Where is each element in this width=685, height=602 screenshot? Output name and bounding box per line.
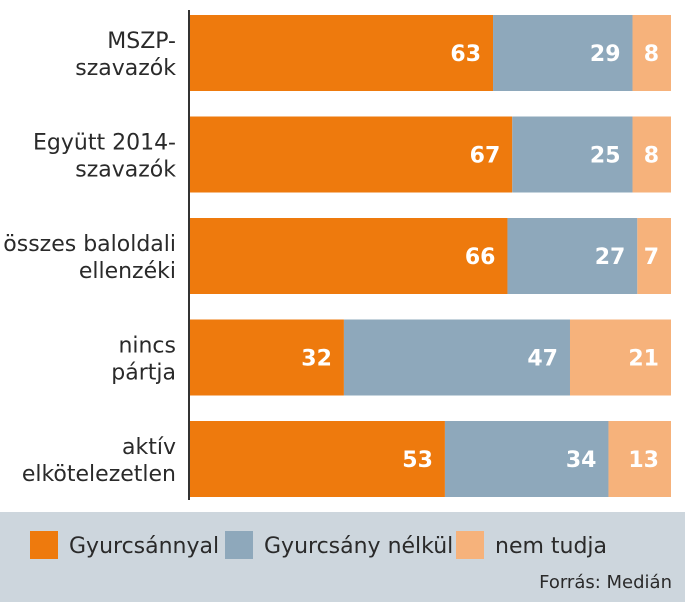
data-label: 8 [644, 42, 659, 67]
category-label-line: elkötelezetlen [22, 462, 176, 487]
data-label: 7 [644, 245, 659, 270]
legend-band [0, 512, 685, 602]
bar-segment-gyurcsannyal [190, 15, 494, 91]
category-label-line: pártja [111, 361, 176, 386]
bar-segment-gyurcsany-nelkul [444, 421, 609, 497]
data-label: 13 [628, 448, 659, 473]
category-label-line: ellenzéki [79, 259, 176, 284]
data-label: 8 [644, 144, 659, 169]
bar-segment-gyurcsany-nelkul [343, 319, 570, 396]
data-label: 25 [590, 144, 621, 169]
bar-segment-gyurcsannyal [190, 116, 513, 193]
category-label: összes baloldali ellenzéki [3, 232, 176, 284]
category-label-line: Együtt 2014- [33, 131, 176, 156]
bar-segment-gyurcsany-nelkul [493, 15, 633, 91]
data-label: 21 [628, 347, 659, 372]
bars-layer: 63 29 8 67 25 8 66 27 7 32 47 21 53 34 13 [190, 15, 671, 497]
category-label: Együtt 2014-szavazók [33, 131, 176, 183]
category-label-line: szavazók [75, 158, 176, 183]
legend-label-nem-tudja: nem tudja [495, 534, 607, 559]
category-label-line: szavazók [75, 56, 176, 81]
bar-segment-nem-tudja [632, 15, 671, 91]
data-label: 67 [470, 144, 501, 169]
data-label: 27 [595, 245, 626, 270]
category-label-line: aktív [122, 435, 176, 460]
legend-swatch-gyurcsany-nelkul [225, 531, 253, 559]
legend-swatch-gyurcsannyal [30, 531, 58, 559]
category-label-line: MSZP- [107, 29, 176, 54]
data-label: 34 [566, 448, 597, 473]
category-label-line: nincs [118, 334, 176, 359]
legend-swatch-nem-tudja [456, 531, 484, 559]
data-label: 53 [402, 448, 433, 473]
data-label: 47 [527, 347, 558, 372]
bar-segment-gyurcsannyal [190, 421, 445, 497]
bar-segment-nem-tudja [637, 218, 671, 294]
category-label: nincs pártja [111, 334, 176, 386]
bar-segment-nem-tudja [608, 421, 671, 497]
legend: Gyurcsánnyal Gyurcsány nélkül nem tudja [30, 531, 607, 559]
category-label: MSZP-szavazók [75, 29, 176, 81]
bar-segment-gyurcsany-nelkul [512, 116, 633, 193]
bar-segment-nem-tudja [632, 116, 671, 193]
legend-label-gyurcsany-nelkul: Gyurcsány nélkül [264, 534, 453, 559]
bar-segment-nem-tudja [569, 319, 671, 396]
data-label: 32 [301, 347, 332, 372]
bar-segment-gyurcsany-nelkul [507, 218, 638, 294]
data-label: 29 [590, 42, 621, 67]
source-label: Forrás: Medián [539, 572, 672, 593]
category-label-line: összes baloldali [3, 232, 176, 257]
legend-label-gyurcsannyal: Gyurcsánnyal [69, 534, 219, 559]
bar-segment-gyurcsannyal [190, 319, 344, 396]
data-label: 63 [450, 42, 481, 67]
bar-segment-gyurcsannyal [190, 218, 508, 294]
category-label: aktív elkötelezetlen [22, 435, 176, 487]
data-label: 66 [465, 245, 496, 270]
